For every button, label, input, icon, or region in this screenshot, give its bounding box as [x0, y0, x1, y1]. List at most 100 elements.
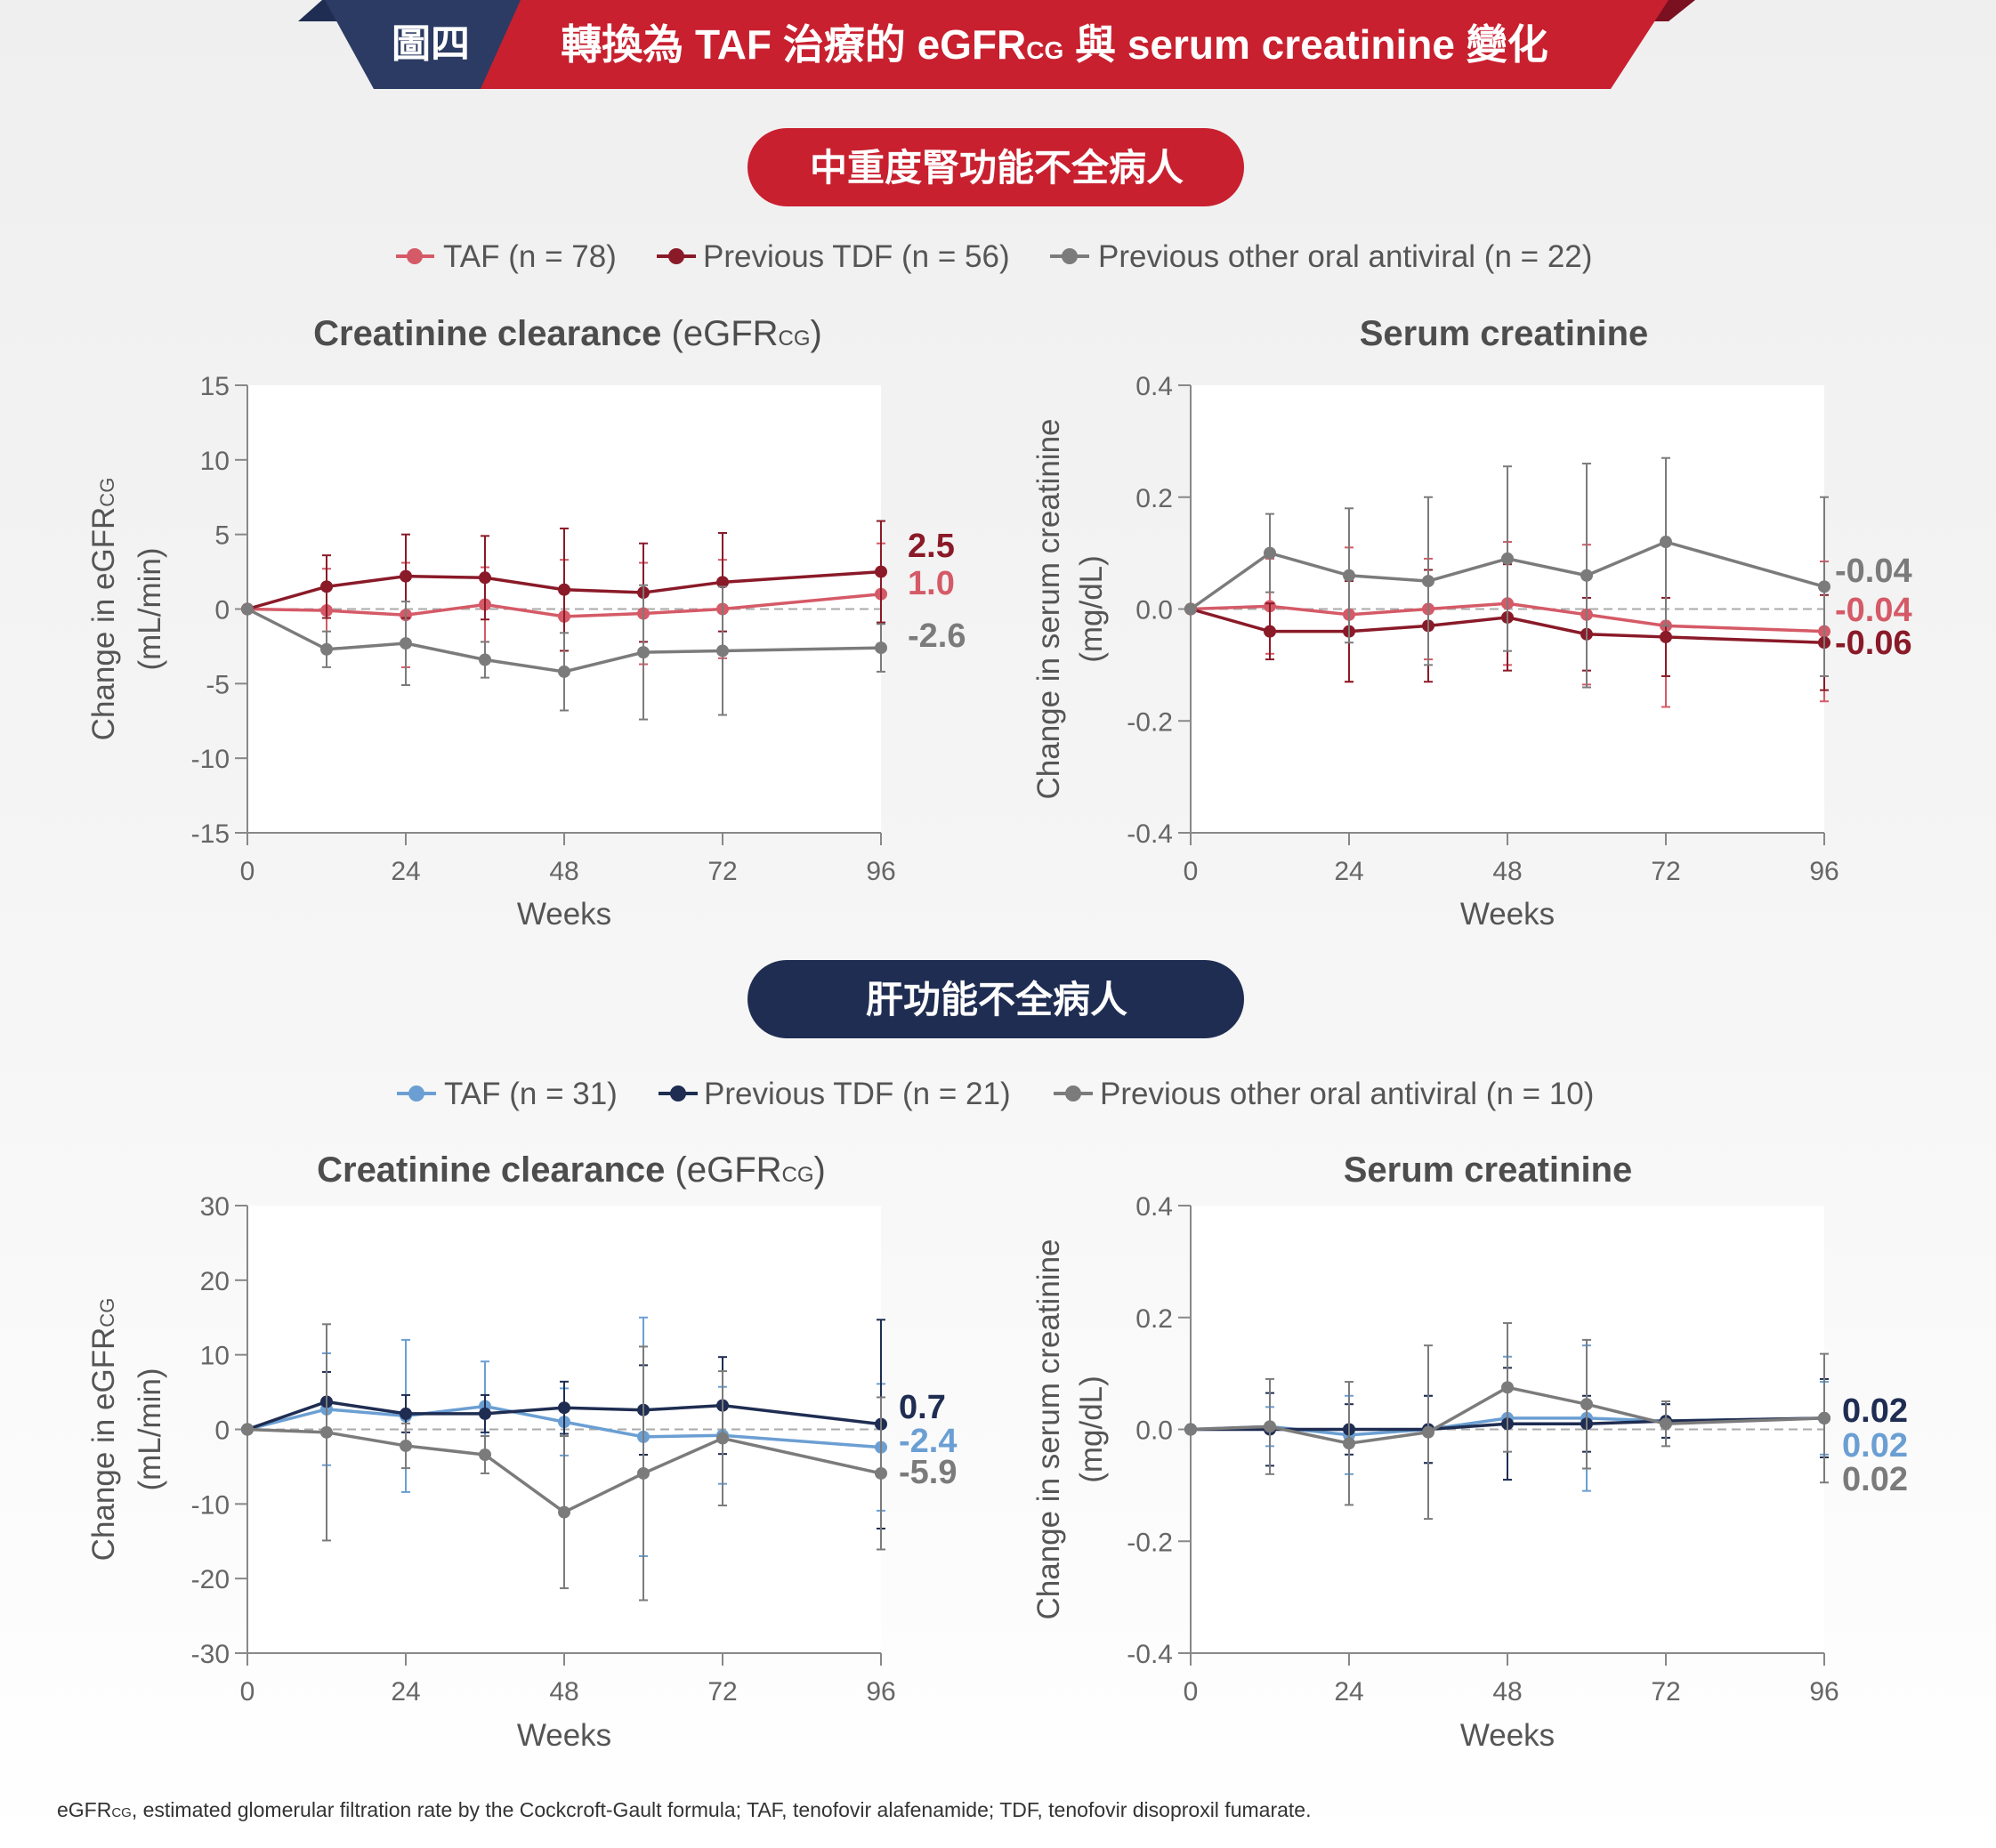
data-point: [716, 1432, 729, 1445]
y-tick-label: 0.0: [1135, 1416, 1173, 1446]
y-axis-label: Change in serum creatinine: [1031, 418, 1066, 799]
data-point: [1264, 546, 1276, 560]
data-point: [400, 637, 412, 650]
y-tick-label: -0.4: [1127, 819, 1173, 849]
chart-hepatic-serum-creatinine: Serum creatinine 0.4 0.2 0.0 -0.2 -0.4 0 24 48 72…: [1031, 1150, 1908, 1753]
header-navy-panel: [325, 0, 529, 89]
x-tick-label: 24: [391, 857, 420, 886]
legend-dot-previous-other: [1065, 1085, 1081, 1102]
x-tick-label: 0: [1184, 1677, 1199, 1707]
end-value-label: 0.02: [1842, 1427, 1908, 1465]
x-tick-label: 24: [1334, 1677, 1363, 1707]
y-tick-label: -0.2: [1127, 1528, 1173, 1557]
legend-label-previous-other: Previous other oral antiviral (n = 22): [1098, 239, 1592, 274]
x-tick-label: 96: [1809, 857, 1838, 886]
series-line: [246, 592, 882, 618]
series-line: [246, 1404, 882, 1449]
y-tick-label: 30: [200, 1192, 230, 1222]
section-pill-renal: 中重度腎功能不全病人: [747, 128, 1244, 206]
data-point: [1343, 1437, 1355, 1450]
y-tick-label: 0.4: [1135, 372, 1173, 401]
y-tick-label: -0.4: [1127, 1640, 1173, 1669]
y-tick-label: -20: [191, 1565, 230, 1594]
data-point: [1184, 602, 1197, 616]
pill-hepatic-label: 肝功能不全病人: [866, 979, 1127, 1021]
y-axis-label-units: (mL/min): [133, 547, 167, 670]
legend-label-previous-tdf: Previous TDF (n = 56): [703, 239, 1010, 274]
data-point: [320, 580, 333, 593]
y-tick-label: -10: [191, 745, 230, 774]
x-tick-label: 48: [549, 1677, 578, 1707]
x-axis-label: Weeks: [517, 1718, 611, 1753]
x-tick-label: 72: [1651, 857, 1680, 886]
data-point: [1580, 1398, 1593, 1411]
data-point: [320, 642, 333, 656]
data-point: [1343, 569, 1355, 582]
y-tick-label: 5: [214, 521, 230, 551]
chart-hepatic-creatinine-clearance: Creatinine clearance (eGFRCG) 30 20 10 0 -10 -…: [86, 1150, 957, 1753]
y-axis-label: Change in serum creatinine: [1031, 1239, 1066, 1619]
data-point: [875, 642, 887, 655]
end-value-label: -5.9: [899, 1454, 957, 1491]
data-point: [637, 1466, 650, 1480]
series-previous-other-oral-antiviral: 0.02: [1184, 1322, 1908, 1521]
y-axis-label-units: (mL/min): [133, 1368, 167, 1490]
y-tick-label: 0: [214, 596, 230, 625]
data-point: [479, 653, 491, 666]
data-point: [1660, 536, 1672, 549]
data-point: [716, 576, 729, 589]
header-banner: 圖四 轉換為 TAF 治療的 eGFRCG 與 serum creatinine…: [298, 0, 1695, 89]
legend-renal: TAF (n = 78) Previous TDF (n = 56) Previ…: [396, 239, 1592, 274]
series-previous-other-oral-antiviral: -0.04: [1184, 456, 1912, 689]
data-point: [320, 1425, 333, 1439]
data-point: [1264, 625, 1276, 638]
series-line: [1190, 1385, 1825, 1445]
legend-dot-previous-other: [1062, 248, 1078, 264]
data-point: [716, 644, 729, 658]
y-tick-label: -30: [191, 1640, 230, 1669]
chart-title: Creatinine clearance (eGFRCG): [313, 314, 822, 353]
legend-item-previous-tdf: Previous TDF (n = 21): [659, 1077, 1011, 1111]
data-point: [1818, 580, 1830, 593]
x-tick-label: 0: [240, 857, 255, 886]
legend-hepatic: TAF (n = 31) Previous TDF (n = 21) Previ…: [397, 1077, 1594, 1111]
data-point: [875, 1466, 887, 1480]
y-tick-label: 15: [200, 372, 230, 401]
y-tick-label: 0.2: [1135, 1304, 1173, 1334]
legend-label-previous-other: Previous other oral antiviral (n = 10): [1100, 1077, 1594, 1111]
y-axis-label-units: (mg/dL): [1074, 555, 1109, 663]
data-point: [558, 1505, 570, 1519]
x-tick-label: 24: [1334, 857, 1363, 886]
x-tick-label: 48: [1492, 857, 1522, 886]
data-point: [558, 665, 570, 678]
legend-label-taf: TAF (n = 31): [444, 1077, 618, 1111]
end-value-label: 0.7: [899, 1389, 946, 1426]
end-value-label: -0.06: [1835, 625, 1912, 662]
legend-dot-previous-tdf: [670, 1085, 686, 1102]
header-title: 轉換為 TAF 治療的 eGFRCG 與 serum creatinine 變化: [561, 21, 1548, 68]
end-value-label: -2.4: [899, 1423, 957, 1460]
y-tick-label: 0: [214, 1416, 230, 1446]
chart-title: Serum creatinine: [1360, 314, 1649, 353]
y-tick-label: -15: [191, 819, 230, 849]
y-tick-label: 0.4: [1135, 1192, 1173, 1222]
data-point: [400, 1439, 412, 1452]
y-tick-label: 10: [200, 447, 230, 476]
data-point: [400, 1407, 412, 1420]
legend-item-previous-other: Previous other oral antiviral (n = 22): [1050, 239, 1592, 274]
y-axis-label: Change in eGFRCG: [86, 1298, 121, 1562]
header-red-panel: [481, 0, 1669, 89]
end-value-label: 0.02: [1842, 1461, 1908, 1498]
data-point: [1660, 630, 1672, 643]
data-point: [479, 571, 491, 585]
series-line: [1190, 607, 1825, 644]
data-point: [1422, 575, 1434, 588]
legend-label-previous-tdf: Previous TDF (n = 21): [704, 1077, 1011, 1111]
y-tick-label: 0.2: [1135, 484, 1173, 513]
series-previous-other-oral-antiviral: -2.6: [241, 584, 966, 721]
legend-dot-taf: [408, 1085, 424, 1102]
data-point: [1818, 1411, 1830, 1424]
x-tick-label: 96: [1809, 1677, 1838, 1707]
chart-renal-creatinine-clearance: Creatinine clearance (eGFRCG) 15 10 5 0 -5 -10…: [86, 314, 966, 932]
series-line: [246, 569, 882, 611]
